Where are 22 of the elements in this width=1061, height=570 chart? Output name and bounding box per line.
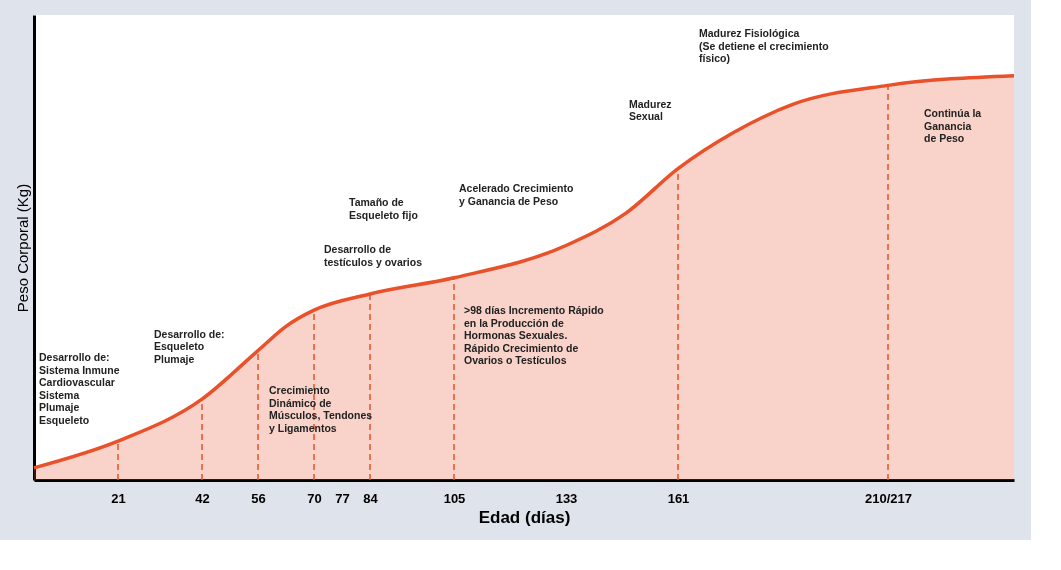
annotation: Tamaño de Esqueleto fijo	[349, 196, 418, 221]
x-tick-label: 210/217	[865, 490, 912, 506]
x-tick-label: 105	[443, 490, 466, 506]
annotation: Continúa la Ganancia de Peso	[924, 107, 982, 144]
annotation: >98 días Incremento Rápido en la Producción de Hormonas Sexuales. Rápido Crecimiento de Ovarios o Testículos	[464, 304, 604, 367]
x-tick-label: 21	[111, 490, 126, 506]
x-axis-title: Edad (días)	[478, 507, 571, 527]
x-tick-label: 70	[307, 490, 322, 506]
annotation: Desarrollo de: Esqueleto Plumaje	[154, 327, 225, 365]
text: Madurez Fisiológica (Se detiene el crecimiento físico)	[699, 27, 829, 65]
x-tick-label: 42	[195, 490, 210, 506]
y-axis-title: Peso Corporal (Kg)	[13, 183, 31, 313]
annotation: Desarrollo de testículos y ovarios	[324, 243, 423, 268]
annotation: Desarrollo de: Sistema Inmune Cardiovascular Sistema Plumaje Esqueleto	[39, 351, 120, 426]
x-tick-label: 84	[363, 490, 379, 506]
x-tick-label: 56	[251, 490, 266, 506]
x-tick-label: 77	[335, 490, 350, 506]
annotation: Crecimiento Dinámico de Músculos, Tendones y Ligamentos	[269, 384, 373, 434]
annotation: Madurez Sexual	[629, 97, 672, 123]
annotation: Acelerado Crecimiento y Ganancia de Peso	[459, 182, 574, 207]
x-tick-label: 161	[667, 490, 690, 506]
x-tick-label: 133	[555, 490, 578, 506]
